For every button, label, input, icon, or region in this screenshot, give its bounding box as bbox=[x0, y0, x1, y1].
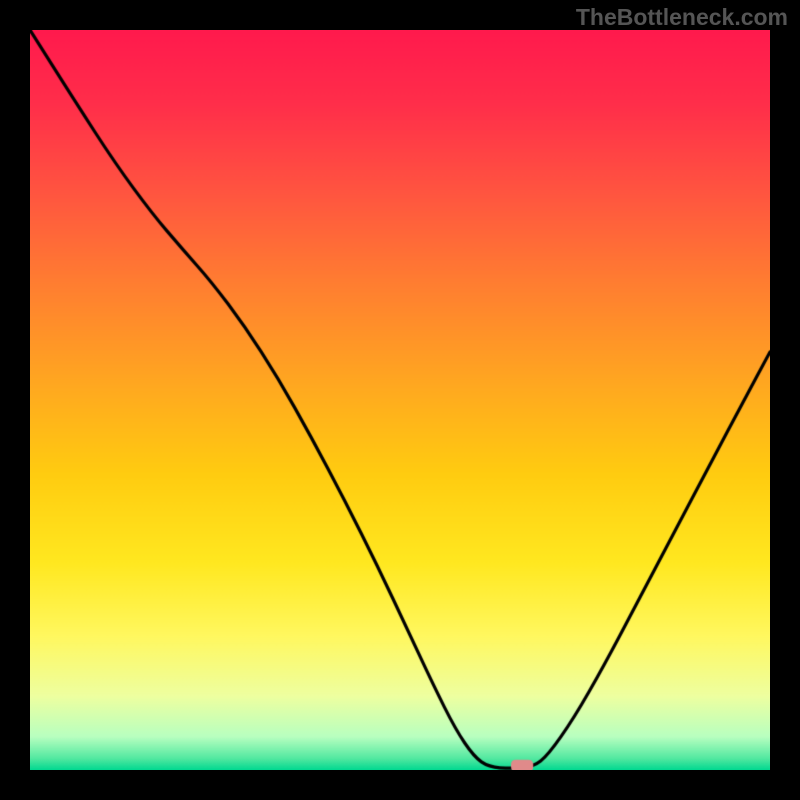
watermark-text: TheBottleneck.com bbox=[576, 4, 788, 31]
bottleneck-chart-canvas bbox=[30, 30, 770, 770]
chart-frame: TheBottleneck.com bbox=[0, 0, 800, 800]
plot-area bbox=[30, 30, 770, 770]
